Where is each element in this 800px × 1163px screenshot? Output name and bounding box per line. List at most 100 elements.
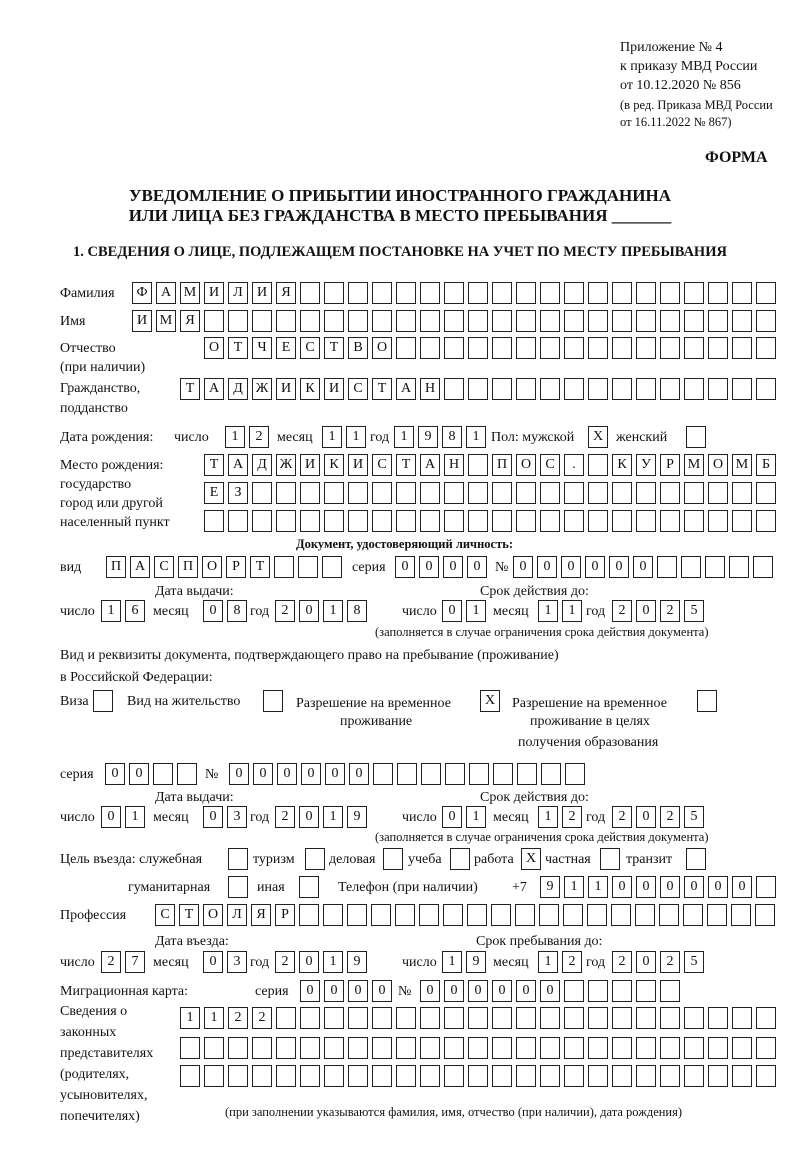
cell-citizenship[interactable]	[540, 378, 560, 400]
cell-profession[interactable]	[707, 904, 727, 926]
cell-id-number[interactable]	[753, 556, 773, 578]
checkbox-purpose-tourism[interactable]	[305, 848, 325, 870]
cell-name[interactable]	[468, 310, 488, 332]
cell-stay-issue-day[interactable]: 0	[101, 806, 121, 828]
cell-reps-line1[interactable]: 2	[228, 1007, 248, 1029]
cell-patronymic[interactable]	[660, 337, 680, 359]
cell-entry-month[interactable]: 0	[203, 951, 223, 973]
cell-surname[interactable]	[588, 282, 608, 304]
cell-reps-line1[interactable]	[348, 1007, 368, 1029]
cell-name[interactable]	[348, 310, 368, 332]
cell-citizenship[interactable]	[516, 378, 536, 400]
cell-surname[interactable]	[300, 282, 320, 304]
cell-entry-year[interactable]: 0	[299, 951, 319, 973]
cell-mig-series[interactable]: 0	[324, 980, 344, 1002]
cell-reps-line1[interactable]	[324, 1007, 344, 1029]
cell-reps-line2[interactable]	[540, 1037, 560, 1059]
cell-birth-year[interactable]: 1	[466, 426, 486, 448]
cell-name[interactable]	[684, 310, 704, 332]
cell-stay-issue-year[interactable]: 2	[275, 806, 295, 828]
cell-id-kind[interactable]	[322, 556, 342, 578]
cell-patronymic[interactable]	[468, 337, 488, 359]
checkbox-sex-male[interactable]: X	[588, 426, 608, 448]
cell-profession[interactable]: С	[155, 904, 175, 926]
cell-birthplace-line3[interactable]	[732, 510, 752, 532]
cell-reps-line3[interactable]	[468, 1065, 488, 1087]
cell-birthplace-line2[interactable]	[324, 482, 344, 504]
cell-birthplace-line3[interactable]	[636, 510, 656, 532]
cell-id-series[interactable]: 0	[419, 556, 439, 578]
cell-entry-year[interactable]: 2	[275, 951, 295, 973]
cell-surname[interactable]	[684, 282, 704, 304]
cell-phone[interactable]: 0	[660, 876, 680, 898]
cell-reps-line3[interactable]	[420, 1065, 440, 1087]
cell-birthplace-line2[interactable]	[252, 482, 272, 504]
cell-stay-number[interactable]: 0	[325, 763, 345, 785]
cell-reps-line2[interactable]	[684, 1037, 704, 1059]
cell-citizenship[interactable]	[468, 378, 488, 400]
cell-surname[interactable]	[348, 282, 368, 304]
cell-id-valid-year[interactable]: 2	[660, 600, 680, 622]
cell-reps-line2[interactable]	[420, 1037, 440, 1059]
checkbox-purpose-work[interactable]: X	[521, 848, 541, 870]
cell-id-valid-month[interactable]: 1	[562, 600, 582, 622]
cell-citizenship[interactable]: А	[396, 378, 416, 400]
cell-surname[interactable]: М	[180, 282, 200, 304]
cell-reps-line3[interactable]	[732, 1065, 752, 1087]
cell-stay-until-year[interactable]: 0	[636, 951, 656, 973]
cell-birthplace-line1[interactable]: А	[228, 454, 248, 476]
cell-id-number[interactable]: 0	[513, 556, 533, 578]
cell-profession[interactable]	[683, 904, 703, 926]
cell-birthplace-line2[interactable]	[396, 482, 416, 504]
cell-birthplace-line1[interactable]: Н	[444, 454, 464, 476]
cell-phone[interactable]: 1	[588, 876, 608, 898]
cell-birth-month[interactable]: 1	[322, 426, 342, 448]
cell-mig-number[interactable]	[636, 980, 656, 1002]
cell-name[interactable]	[204, 310, 224, 332]
cell-patronymic[interactable]	[396, 337, 416, 359]
cell-stay-number[interactable]: 0	[229, 763, 249, 785]
cell-birthplace-line2[interactable]	[300, 482, 320, 504]
cell-stay-number[interactable]	[421, 763, 441, 785]
cell-birth-day[interactable]: 2	[249, 426, 269, 448]
cell-id-issue-day[interactable]: 1	[101, 600, 121, 622]
cell-reps-line3[interactable]	[756, 1065, 776, 1087]
cell-profession[interactable]	[755, 904, 775, 926]
cell-birthplace-line2[interactable]	[468, 482, 488, 504]
cell-profession[interactable]: Т	[179, 904, 199, 926]
cell-birthplace-line2[interactable]	[348, 482, 368, 504]
cell-citizenship[interactable]	[708, 378, 728, 400]
cell-citizenship[interactable]: Т	[180, 378, 200, 400]
cell-birthplace-line2[interactable]	[372, 482, 392, 504]
cell-stay-number[interactable]	[565, 763, 585, 785]
cell-reps-line1[interactable]: 2	[252, 1007, 272, 1029]
cell-citizenship[interactable]	[684, 378, 704, 400]
cell-patronymic[interactable]	[540, 337, 560, 359]
cell-id-issue-month[interactable]: 8	[227, 600, 247, 622]
cell-name[interactable]	[444, 310, 464, 332]
cell-birthplace-line1[interactable]: О	[708, 454, 728, 476]
cell-surname[interactable]	[564, 282, 584, 304]
cell-reps-line2[interactable]	[660, 1037, 680, 1059]
cell-citizenship[interactable]	[588, 378, 608, 400]
cell-birthplace-line3[interactable]	[348, 510, 368, 532]
cell-reps-line2[interactable]	[756, 1037, 776, 1059]
cell-name[interactable]	[228, 310, 248, 332]
cell-birthplace-line1[interactable]: Б	[756, 454, 776, 476]
cell-birth-day[interactable]: 1	[225, 426, 245, 448]
cell-id-kind[interactable]	[298, 556, 318, 578]
cell-stay-number[interactable]	[541, 763, 561, 785]
cell-id-number[interactable]: 0	[537, 556, 557, 578]
cell-id-number[interactable]: 0	[585, 556, 605, 578]
cell-reps-line2[interactable]	[180, 1037, 200, 1059]
cell-birthplace-line1[interactable]: Ж	[276, 454, 296, 476]
checkbox-purpose-humanitarian[interactable]	[228, 876, 248, 898]
cell-id-kind[interactable]: П	[106, 556, 126, 578]
cell-birthplace-line2[interactable]	[564, 482, 584, 504]
cell-profession[interactable]	[395, 904, 415, 926]
cell-birthplace-line3[interactable]	[372, 510, 392, 532]
cell-stay-number[interactable]	[493, 763, 513, 785]
cell-profession[interactable]: О	[203, 904, 223, 926]
cell-entry-year[interactable]: 9	[347, 951, 367, 973]
cell-surname[interactable]: Я	[276, 282, 296, 304]
